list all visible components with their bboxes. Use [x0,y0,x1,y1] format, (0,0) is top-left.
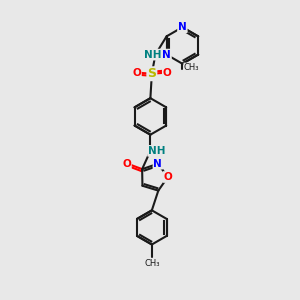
Text: O: O [164,172,172,182]
Text: N: N [154,159,162,169]
Text: CH₃: CH₃ [184,63,200,72]
Text: CH₃: CH₃ [144,259,160,268]
Text: O: O [132,68,141,78]
Text: NH: NH [148,146,166,156]
Text: N: N [178,22,187,32]
Text: S: S [147,67,156,80]
Text: O: O [122,159,131,169]
Text: O: O [163,68,172,78]
Text: NH: NH [144,50,162,60]
Text: N: N [162,50,171,60]
